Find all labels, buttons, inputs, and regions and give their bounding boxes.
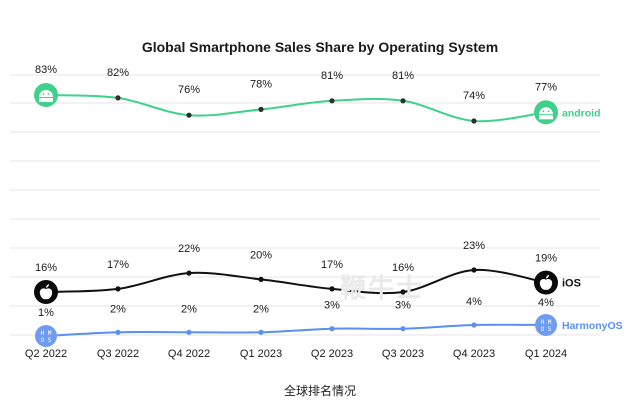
data-label: 16% (392, 262, 414, 274)
data-label: 4% (538, 297, 554, 309)
data-point (400, 289, 406, 295)
data-label: 3% (395, 300, 411, 312)
data-point (400, 98, 406, 104)
data-label: 77% (535, 81, 557, 93)
data-point (471, 118, 477, 124)
data-label: 20% (250, 249, 272, 261)
data-label: 76% (178, 84, 200, 96)
data-label: 1% (38, 307, 54, 319)
x-tick-label: Q3 2023 (382, 348, 424, 360)
data-point (258, 329, 264, 335)
data-label: 3% (324, 300, 340, 312)
data-point (186, 270, 192, 276)
data-point (329, 326, 335, 332)
data-label: 83% (35, 64, 57, 76)
data-label: 19% (535, 253, 557, 265)
series-line-0 (45, 94, 547, 123)
data-label: 74% (463, 90, 485, 102)
apple-icon (534, 270, 558, 295)
apple-icon (34, 280, 58, 304)
x-tick-label: Q2 2023 (311, 348, 353, 360)
series-icons: H MO SH MO S (34, 83, 558, 347)
svg-text:O S: O S (41, 337, 52, 344)
series-lines (45, 94, 547, 337)
data-point (329, 286, 335, 292)
svg-text:O S: O S (541, 326, 552, 333)
x-tick-label: Q1 2023 (240, 348, 282, 360)
data-label: 4% (466, 296, 482, 308)
data-point (471, 267, 477, 273)
data-point (115, 329, 121, 335)
android-icon (534, 100, 558, 125)
data-point (329, 98, 335, 104)
data-label: 81% (321, 70, 343, 82)
data-label: 2% (253, 303, 269, 315)
data-label: 81% (392, 70, 414, 82)
svg-text:H M: H M (541, 319, 552, 326)
data-label: 2% (110, 303, 126, 315)
watermark: 鞭牛士 (340, 273, 425, 303)
hmos-icon: H MO S (35, 325, 57, 347)
x-tick-label: Q4 2022 (168, 348, 210, 360)
data-point (115, 286, 121, 292)
data-label: 16% (35, 262, 57, 274)
x-tick-label: Q3 2022 (97, 348, 139, 360)
data-points (115, 95, 477, 335)
data-point (471, 322, 477, 328)
svg-text:H M: H M (41, 330, 52, 337)
data-point (115, 95, 121, 101)
series-label: iOS (562, 278, 581, 290)
data-label: 17% (321, 259, 343, 271)
data-point (400, 326, 406, 332)
data-label: 2% (181, 303, 197, 315)
gridlines (10, 74, 600, 336)
data-labels: 83% 82% 76% 78% 81% 81% 74% 77% android 16% 17% 22%… (35, 64, 623, 332)
caption: 全球排名情况 (283, 384, 356, 398)
series-line-1 (45, 268, 547, 295)
series-label: HarmonyOS (562, 320, 623, 332)
x-tick-label: Q2 2022 (25, 348, 67, 360)
android-icon (34, 83, 58, 107)
data-point (258, 276, 264, 282)
hmos-icon: H MO S (535, 314, 557, 336)
data-label: 82% (107, 67, 129, 79)
data-label: 22% (178, 243, 200, 255)
series-label: android (562, 107, 601, 119)
data-point (258, 106, 264, 112)
x-axis-ticks: Q2 2022 Q3 2022 Q4 2022 Q1 2023 Q2 2023 Q3 20… (25, 348, 567, 360)
data-label: 78% (250, 78, 272, 90)
data-label: 17% (107, 259, 129, 271)
data-point (186, 329, 192, 335)
x-tick-label: Q1 2024 (525, 348, 567, 360)
data-label: 23% (463, 240, 485, 252)
x-tick-label: Q4 2023 (453, 348, 495, 360)
chart-title: Global Smartphone Sales Share by Operati… (142, 39, 498, 55)
data-point (186, 112, 192, 118)
series-line-2 (45, 323, 547, 337)
